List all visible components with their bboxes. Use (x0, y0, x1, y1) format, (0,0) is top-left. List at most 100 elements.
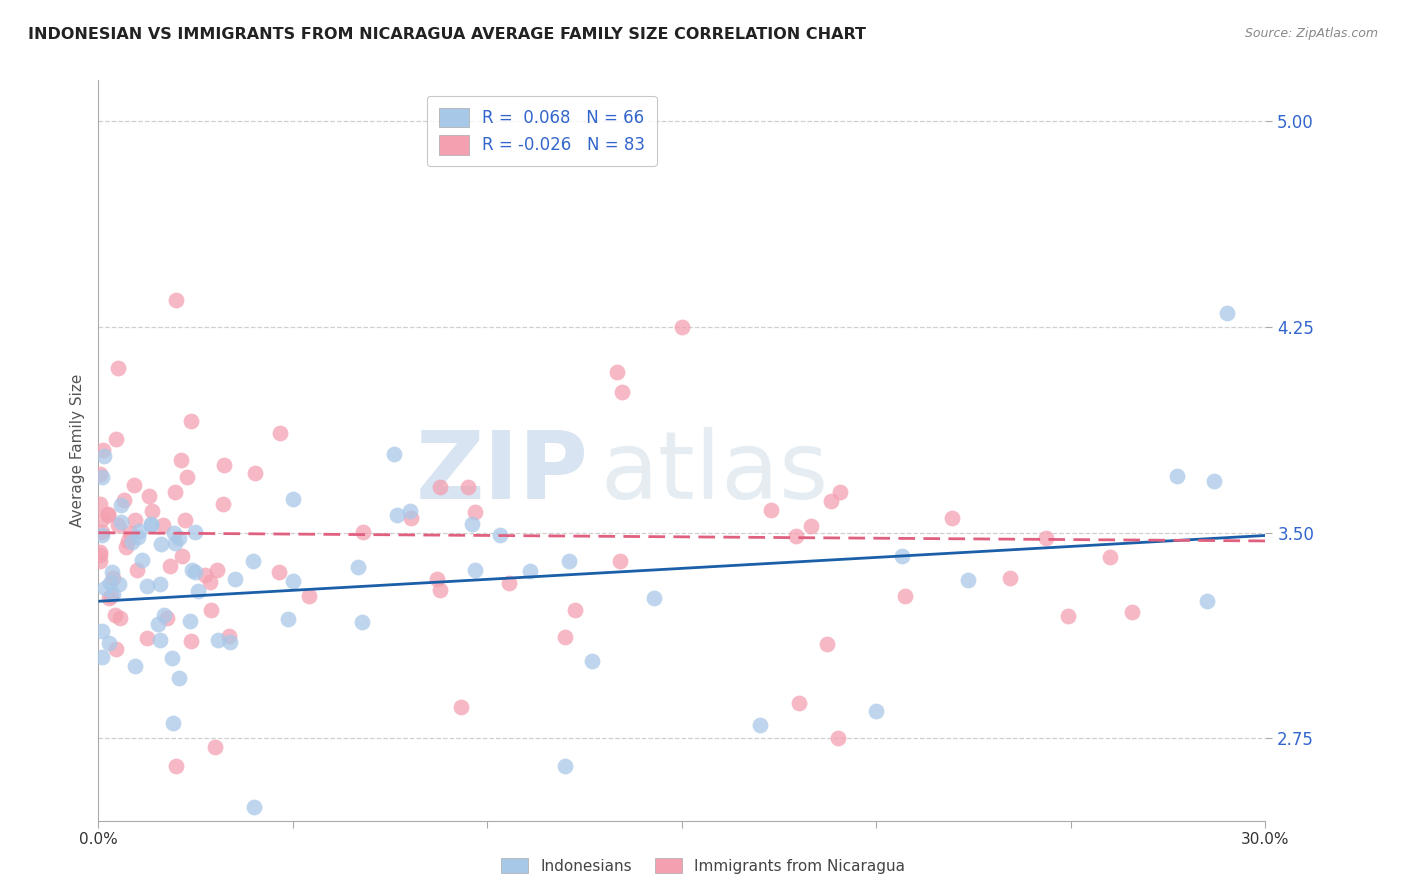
Point (1202, 474, 1225, 488)
Point (105, 432, 128, 446)
Point (103, 571, 125, 585)
Point (118, 525, 141, 540)
Point (131, 552, 153, 566)
Point (122, 478, 145, 492)
Point (165, 293, 187, 307)
Point (110, 498, 132, 512)
Point (138, 489, 160, 503)
Text: INDONESIAN VS IMMIGRANTS FROM NICARAGUA AVERAGE FAMILY SIZE CORRELATION CHART: INDONESIAN VS IMMIGRANTS FROM NICARAGUA … (28, 27, 866, 42)
Point (141, 504, 163, 518)
Point (519, 564, 541, 578)
Point (112, 492, 135, 507)
Point (174, 513, 197, 527)
Point (212, 458, 235, 472)
Text: atlas: atlas (600, 426, 828, 518)
Point (91, 528, 114, 542)
Point (267, 566, 290, 580)
Point (184, 524, 207, 539)
Point (100, 565, 122, 579)
Point (207, 633, 229, 648)
Point (98, 591, 121, 605)
Point (426, 572, 449, 586)
Point (998, 571, 1021, 585)
Point (401, 510, 423, 524)
Point (91, 624, 114, 639)
Point (170, 453, 193, 467)
Point (606, 365, 628, 379)
Point (609, 554, 631, 568)
Point (149, 537, 172, 551)
Point (107, 518, 129, 533)
Point (457, 480, 479, 494)
Point (554, 759, 576, 773)
Point (283, 492, 305, 507)
Point (167, 671, 190, 685)
Point (165, 759, 187, 773)
Point (180, 634, 202, 648)
Point (429, 480, 451, 494)
Point (107, 361, 129, 376)
Point (460, 516, 482, 531)
Text: ZIP: ZIP (416, 426, 589, 518)
Point (200, 575, 222, 590)
Point (180, 414, 202, 428)
Point (141, 517, 163, 532)
Point (564, 603, 586, 617)
Point (125, 563, 148, 577)
Point (94, 581, 117, 595)
Point (167, 532, 190, 546)
Point (612, 384, 634, 399)
Point (93, 450, 115, 464)
Point (104, 608, 127, 623)
Point (163, 535, 186, 549)
Point (382, 447, 405, 461)
Point (827, 731, 849, 746)
Point (218, 629, 240, 643)
Point (347, 560, 370, 574)
Point (865, 704, 887, 718)
Point (179, 614, 201, 628)
Point (117, 533, 139, 548)
Point (1098, 549, 1121, 564)
Point (352, 615, 374, 629)
Point (181, 563, 204, 577)
Point (429, 582, 451, 597)
Point (121, 535, 143, 549)
Point (124, 659, 146, 673)
Point (219, 635, 242, 649)
Point (90, 525, 112, 540)
Point (785, 529, 807, 543)
Point (128, 524, 150, 538)
Point (97, 507, 120, 521)
Point (464, 563, 486, 577)
Point (200, 603, 222, 617)
Point (243, 466, 266, 480)
Point (89, 548, 111, 562)
Point (176, 469, 198, 483)
Point (110, 515, 132, 529)
Point (1121, 605, 1143, 619)
Point (243, 800, 266, 814)
Point (136, 632, 159, 646)
Point (172, 549, 194, 563)
Point (1035, 531, 1057, 545)
Point (91, 512, 114, 526)
Text: Source: ZipAtlas.com: Source: ZipAtlas.com (1244, 27, 1378, 40)
Point (283, 574, 305, 588)
Point (149, 633, 172, 648)
Point (1215, 306, 1237, 320)
Point (141, 517, 163, 532)
Point (136, 579, 159, 593)
Point (581, 654, 603, 668)
Point (101, 587, 124, 601)
Point (97, 508, 120, 522)
Point (89, 554, 111, 568)
Point (956, 573, 979, 587)
Point (1166, 468, 1188, 483)
Point (91, 470, 114, 484)
Point (815, 637, 838, 651)
Point (91, 650, 114, 665)
Point (114, 540, 136, 554)
Point (163, 526, 186, 541)
Point (89, 467, 111, 481)
